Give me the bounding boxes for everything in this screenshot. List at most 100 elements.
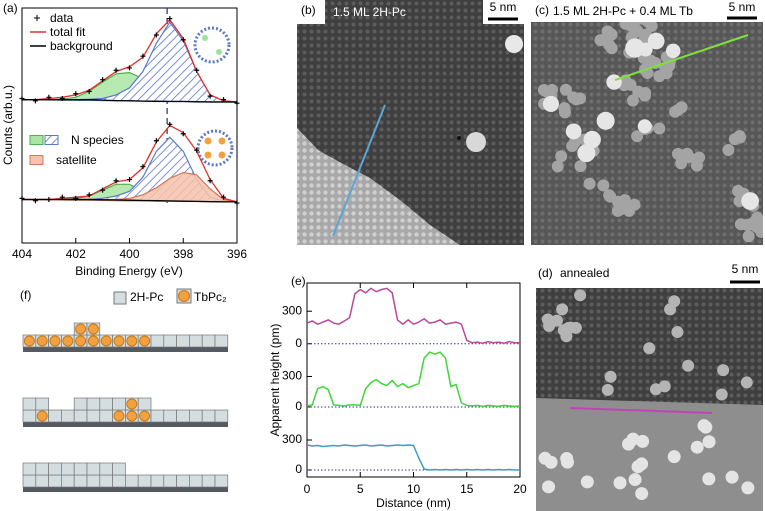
scale-label: 5 nm — [732, 262, 759, 276]
adsorbate — [637, 119, 652, 134]
x-axis-label: Distance (nm) — [376, 496, 451, 510]
molecule — [189, 409, 203, 423]
molecule — [99, 409, 113, 423]
molecule — [86, 397, 101, 411]
adsorbate — [665, 43, 681, 59]
tbpc2 — [126, 335, 138, 347]
data-point — [127, 65, 132, 71]
molecule — [125, 474, 139, 488]
panel-label: (e) — [291, 274, 306, 288]
adsorbate — [618, 194, 631, 207]
adsorbate — [624, 78, 637, 91]
molecule — [48, 409, 62, 423]
molecule — [176, 334, 190, 348]
stm-image — [536, 288, 763, 511]
molecule-icon — [196, 129, 234, 167]
image-caption: 1.5 ML 2H-Pc + 0.4 ML Tb — [553, 4, 693, 18]
molecule — [176, 409, 190, 423]
molecule — [48, 474, 62, 488]
adsorbate — [672, 103, 685, 116]
tbpc2 — [126, 398, 138, 410]
adsorbate — [667, 450, 681, 464]
molecule — [137, 397, 152, 411]
adsorbate — [558, 102, 571, 115]
adsorbate — [604, 370, 617, 383]
tbpc2 — [62, 335, 74, 347]
tbpc2 — [36, 410, 48, 422]
adsorbate — [621, 437, 635, 451]
legend-label: background — [50, 39, 113, 53]
label-box — [531, 0, 721, 22]
legend-swatch — [29, 155, 44, 165]
adsorbate — [601, 25, 614, 38]
molecule — [137, 474, 152, 488]
legend-label: N species — [71, 133, 124, 147]
adsorbate — [628, 473, 642, 487]
tbpc2 — [75, 335, 87, 347]
data-point — [86, 88, 92, 94]
molecule — [61, 474, 75, 488]
adsorbate — [606, 74, 622, 90]
data-point — [207, 178, 213, 184]
molecule — [214, 409, 229, 423]
molecule — [22, 474, 37, 488]
adsorbate — [601, 383, 614, 396]
y-axis-label: Counts (arb.u.) — [1, 85, 15, 165]
adsorbate — [632, 85, 645, 98]
profile-line — [306, 444, 520, 471]
adsorbate — [613, 476, 627, 490]
adsorbate — [631, 130, 644, 143]
legend-swatch — [113, 291, 127, 305]
plot-frame — [306, 282, 521, 478]
adsorbate — [638, 42, 653, 57]
molecule — [73, 397, 88, 411]
adsorbate — [671, 326, 684, 339]
tbpc2 — [139, 335, 151, 347]
legend-swatch — [29, 135, 44, 145]
profile-marker — [614, 34, 749, 81]
molecule — [163, 474, 177, 488]
molecule — [99, 474, 113, 488]
molecule — [61, 462, 75, 476]
data-point — [59, 95, 65, 101]
molecule — [86, 409, 101, 423]
x-tick-label: 5 — [357, 482, 364, 496]
tbpc2 — [87, 335, 99, 347]
substrate — [23, 347, 228, 352]
data-point — [140, 164, 146, 170]
substrate — [23, 487, 228, 492]
molecule — [35, 462, 49, 476]
molecule — [73, 462, 88, 476]
tbpc2 — [49, 335, 61, 347]
data-point — [140, 53, 146, 59]
molecule — [86, 462, 101, 476]
x-tick-label: 15 — [460, 482, 474, 496]
adsorbate — [574, 289, 587, 302]
fit-line — [22, 99, 237, 103]
molecule — [61, 409, 75, 423]
adsorbate — [725, 470, 739, 484]
data-point — [221, 194, 227, 200]
data-point — [73, 195, 79, 201]
molecule — [48, 462, 62, 476]
data-point — [86, 192, 92, 198]
adsorbate — [741, 192, 759, 210]
molecule — [150, 474, 165, 488]
adsorbate — [647, 32, 665, 50]
data-point — [180, 37, 186, 43]
data-point — [167, 121, 173, 127]
adsorbate — [635, 487, 649, 501]
molecule — [201, 334, 216, 348]
molecule — [22, 409, 37, 423]
adsorbate — [682, 359, 695, 372]
adsorbate — [734, 131, 747, 144]
data-point — [194, 147, 200, 153]
data-point — [127, 177, 132, 183]
adsorbate — [580, 475, 594, 489]
adsorbate — [565, 123, 582, 140]
molecule — [201, 409, 216, 423]
data-point — [32, 198, 38, 204]
tbpc2 — [139, 410, 151, 422]
data-point — [46, 94, 52, 100]
